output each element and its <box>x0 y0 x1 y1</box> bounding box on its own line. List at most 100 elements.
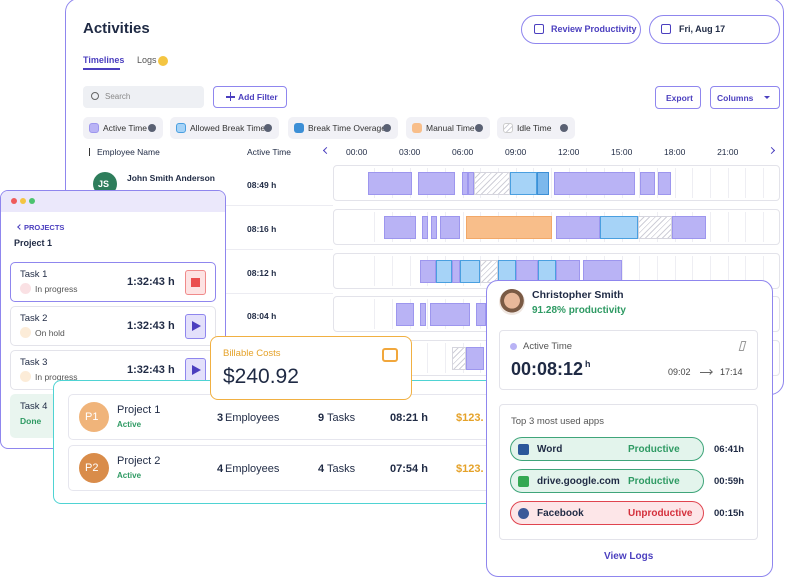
status-icon <box>20 283 31 294</box>
badge-text: P2 <box>85 462 99 474</box>
legend-chip <box>406 117 490 139</box>
legend-swatch <box>176 123 186 133</box>
time-block <box>418 172 455 195</box>
hour-grid <box>745 212 747 242</box>
help-icon <box>560 124 568 132</box>
time-block <box>640 172 655 195</box>
task-time: 1:32:43 h <box>127 364 175 376</box>
legend-label: Break Time Overages <box>308 123 391 133</box>
hour-grid <box>692 168 694 198</box>
count-label: Tasks <box>327 412 356 424</box>
app-name: drive.google.com <box>537 476 620 487</box>
app-pill <box>510 469 704 493</box>
hour-grid <box>639 256 641 286</box>
hour-grid <box>692 256 694 286</box>
active-time: 08:04 h <box>247 311 277 321</box>
legend-swatch <box>412 123 422 133</box>
hour-label: 06:00 <box>452 147 474 157</box>
apps-title: Top 3 most used apps <box>511 416 604 427</box>
time-block <box>440 216 460 239</box>
time-block <box>537 172 549 195</box>
button-label: Columns <box>717 93 754 103</box>
task-time: 1:32:43 h <box>127 276 175 288</box>
time-block <box>452 347 466 370</box>
hour-grid <box>391 299 393 329</box>
legend-label: Idle Time <box>517 123 552 133</box>
count: 4 <box>318 463 325 475</box>
legend-swatch <box>294 123 304 133</box>
column-header: Active Time <box>247 147 291 157</box>
hour-grid <box>550 168 552 198</box>
task-name: Task 2 <box>20 313 48 324</box>
hour-grid <box>745 168 747 198</box>
time-block <box>420 260 436 283</box>
task-name: Task 1 <box>20 269 48 280</box>
project-name: Project 2 <box>117 455 161 467</box>
user-card <box>486 280 773 577</box>
review-button[interactable] <box>521 15 641 44</box>
legend-chip <box>497 117 575 139</box>
project-time: 07:54 h <box>390 463 428 475</box>
legend-label: Allowed Break Time <box>190 123 266 133</box>
export-button[interactable] <box>655 86 701 109</box>
app-time: 00:59h <box>714 476 745 487</box>
hour-grid <box>374 256 376 286</box>
hour-grid <box>745 256 747 286</box>
task-status: In progress <box>35 284 78 294</box>
project-cost: $123. <box>456 412 484 424</box>
icon <box>229 92 232 101</box>
hour-grid <box>391 256 393 286</box>
app-label: Productive <box>628 444 680 455</box>
icon <box>661 24 671 34</box>
tab-underline <box>83 68 120 70</box>
back-link: PROJECTS <box>24 223 65 232</box>
hour-label: 15:00 <box>611 147 633 157</box>
legend-chip <box>83 117 163 139</box>
help-icon <box>383 124 391 132</box>
tab[interactable]: Timelines <box>83 55 125 65</box>
wallet-icon <box>382 348 398 362</box>
hour-grid <box>674 256 676 286</box>
page-title: Activities <box>83 20 150 37</box>
active-time: 08:16 h <box>247 224 277 234</box>
project-badge <box>79 453 109 483</box>
time-block <box>658 172 671 195</box>
view-logs-link[interactable]: View Logs <box>604 551 654 562</box>
arrow <box>700 372 712 373</box>
time-block <box>396 303 414 326</box>
time-block <box>384 216 416 239</box>
column-header: Employee Name <box>97 147 160 157</box>
help-icon <box>475 124 483 132</box>
placeholder: Search <box>105 92 131 101</box>
icon <box>191 278 200 287</box>
search-input[interactable] <box>83 86 204 108</box>
columns-select[interactable] <box>710 86 780 109</box>
time-block <box>462 172 468 195</box>
app-time: 00:15h <box>714 508 745 519</box>
hour-grid <box>639 168 641 198</box>
time-end: 17:14 <box>720 367 743 377</box>
project-cost: $123. <box>456 463 484 475</box>
add-filter-button[interactable] <box>213 86 287 108</box>
task-status: On hold <box>35 328 65 338</box>
hour-label: 21:00 <box>717 147 739 157</box>
app-pill <box>510 501 704 525</box>
date-button[interactable] <box>649 15 780 44</box>
status-dot <box>510 343 517 350</box>
status-icon <box>20 327 31 338</box>
project-status: Active <box>117 420 142 429</box>
time-block <box>460 260 480 283</box>
window-bar <box>1 191 225 212</box>
task-card <box>10 262 216 302</box>
time-block <box>430 303 470 326</box>
hour-label: 00:00 <box>346 147 368 157</box>
time-block <box>422 216 428 239</box>
time-block <box>510 172 537 195</box>
hour-grid <box>656 256 658 286</box>
active-time: 08:49 h <box>247 180 277 190</box>
hour-grid <box>427 343 429 373</box>
app-icon <box>518 508 529 519</box>
tab[interactable]: Logs <box>137 55 157 65</box>
time-block <box>368 172 412 195</box>
